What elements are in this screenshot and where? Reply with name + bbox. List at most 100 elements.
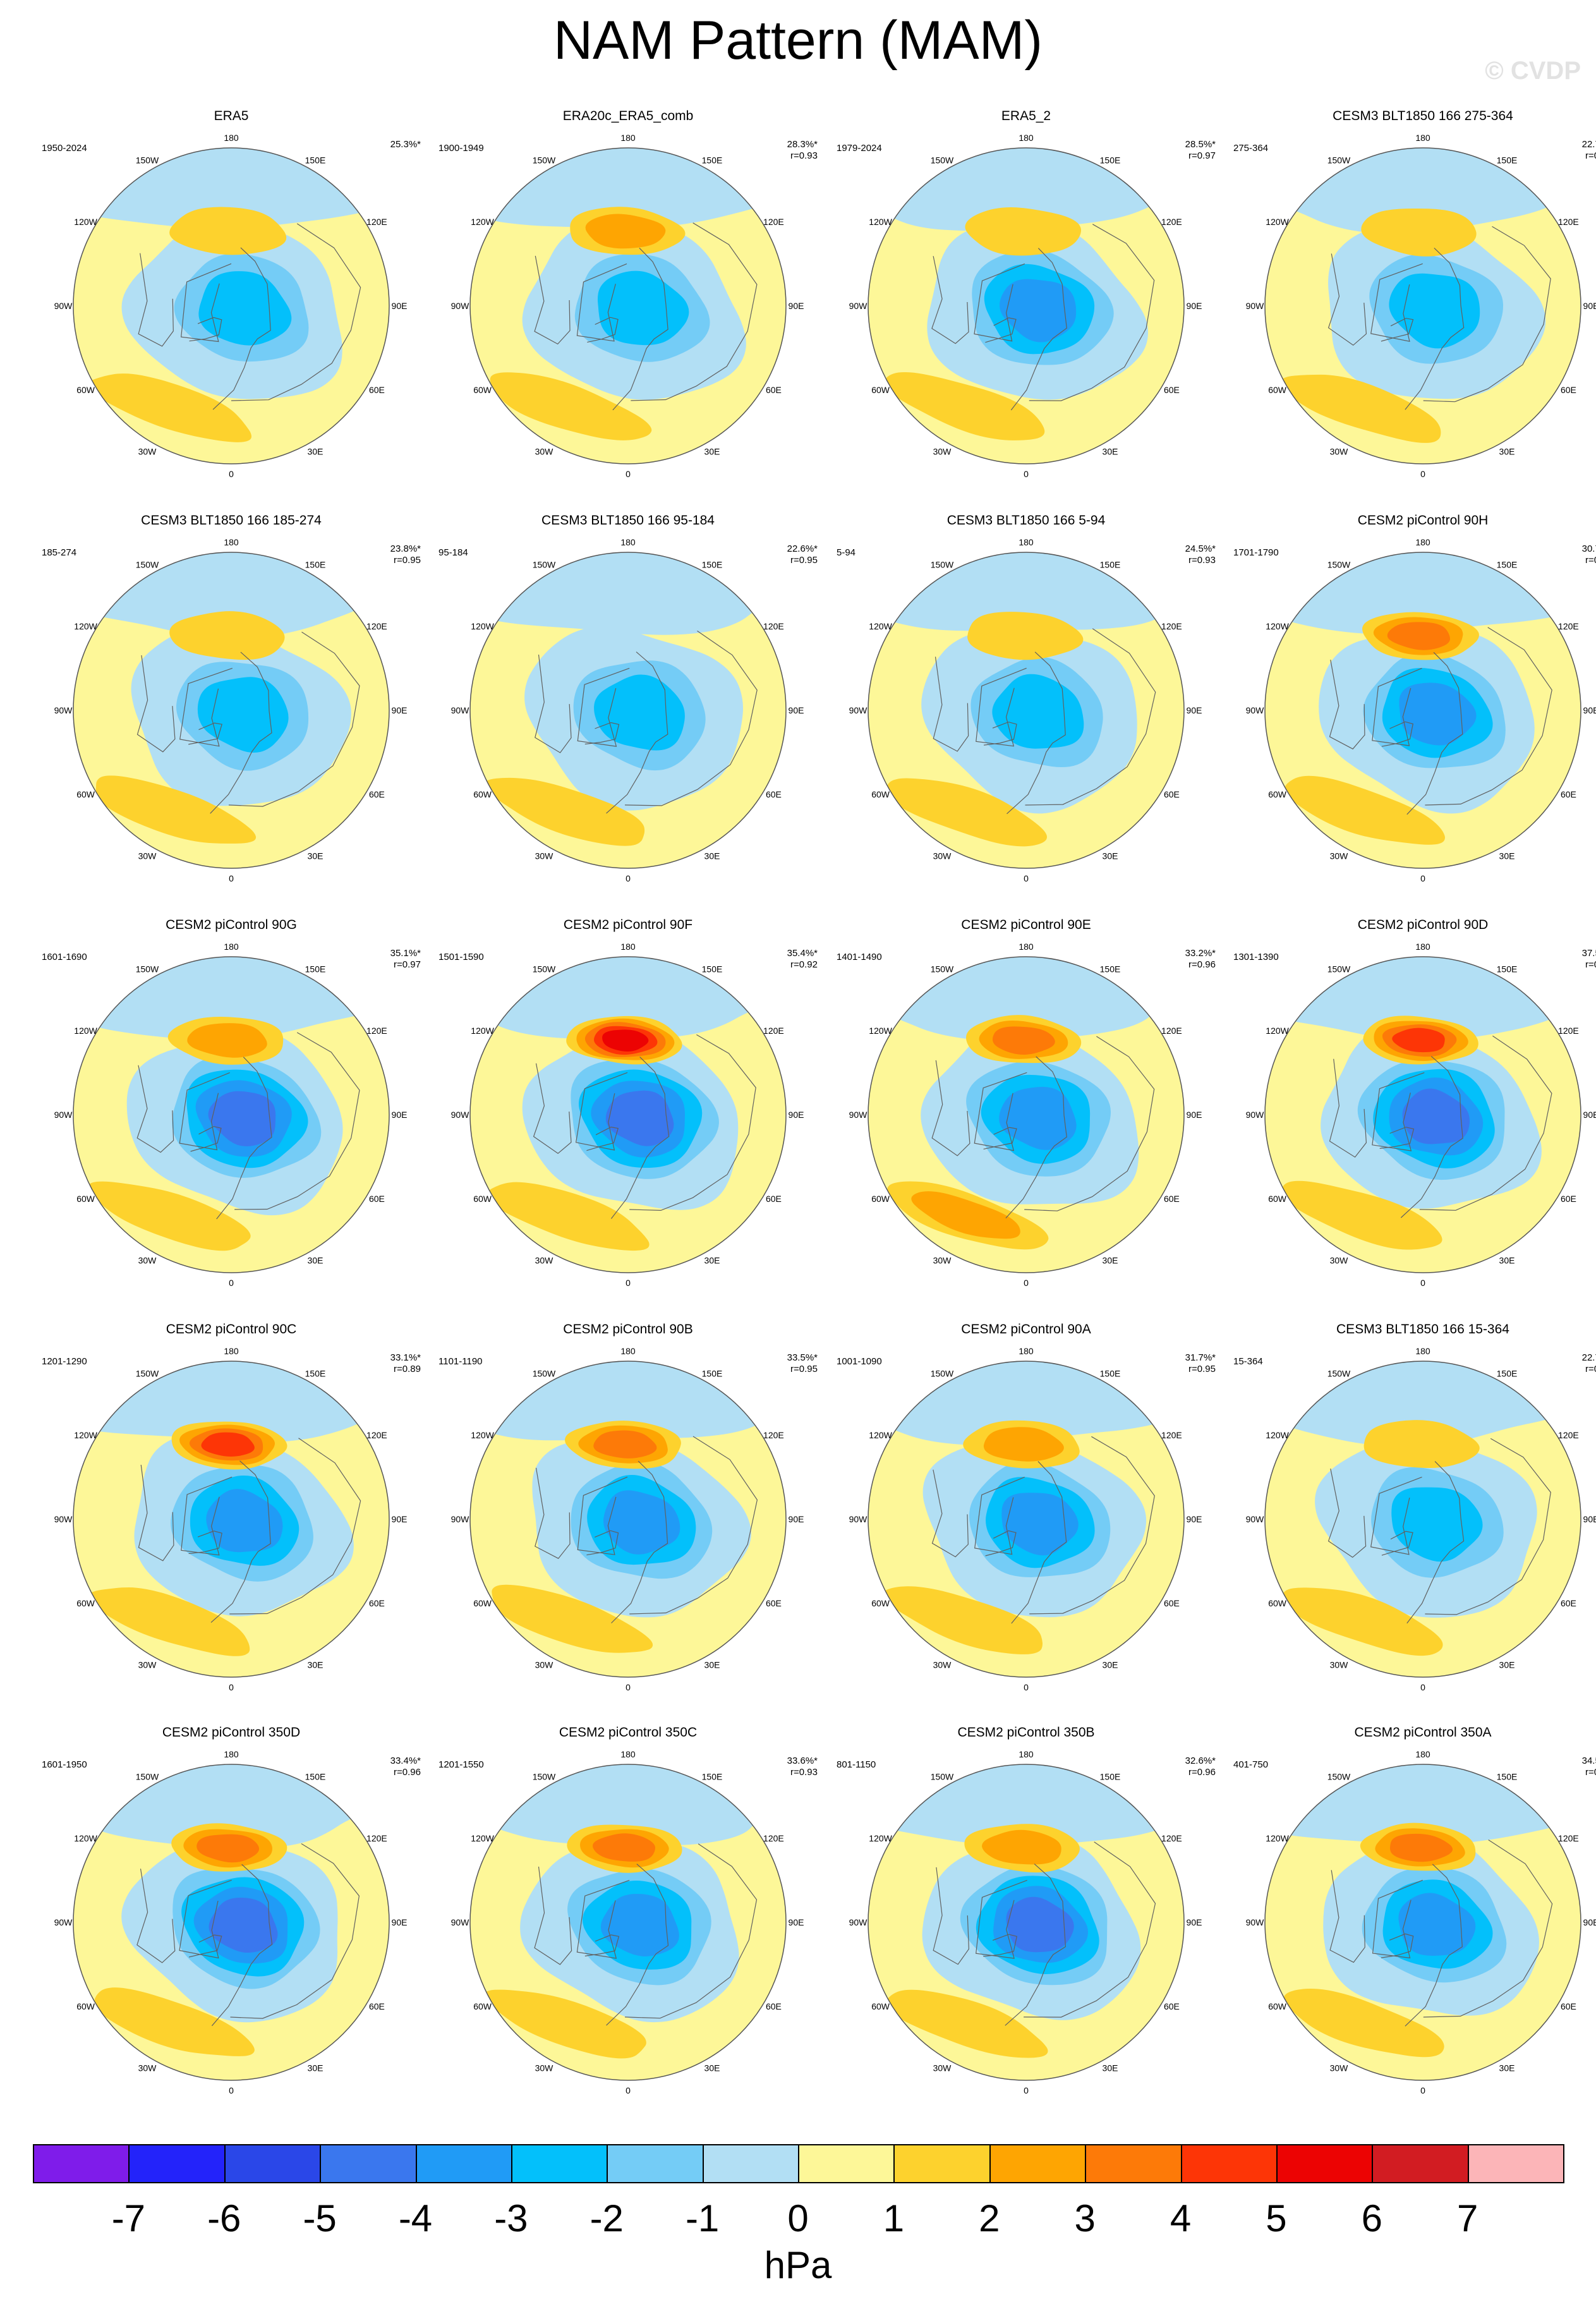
- polar-stereographic-map: 180 150E 120E 90E 60E 30E 0 30W 60W 90W 120W 150W: [451, 133, 804, 479]
- longitude-label: 120W: [471, 1430, 494, 1440]
- map-frame: [469, 956, 787, 1273]
- longitude-label: 90W: [1246, 1514, 1265, 1524]
- colorbar-swatch: [1085, 2144, 1182, 2183]
- contour-fill-positive: [88, 1587, 250, 1656]
- colorbar-swatch: [1467, 2144, 1564, 2183]
- longitude-label: 120E: [366, 1833, 387, 1843]
- longitude-label: 150E: [1497, 155, 1518, 166]
- polar-stereographic-map: 180 150E 120E 90E 60E 30E 0 30W 60W 90W 120W 150W: [54, 537, 408, 883]
- longitude-label: 120E: [1161, 217, 1182, 227]
- longitude-label: 180: [1415, 1346, 1430, 1356]
- longitude-label: 60E: [766, 789, 782, 799]
- panel-pct-variance: 22.7%*: [1581, 1352, 1596, 1363]
- panel-pattern-correlation: r=0.96: [1585, 150, 1596, 161]
- contour-fill-negative: [197, 677, 289, 753]
- longitude-label: 150W: [136, 155, 159, 166]
- longitude-label: 90W: [1246, 705, 1265, 715]
- longitude-label: 150E: [1100, 964, 1121, 974]
- longitude-label: 150W: [931, 1369, 954, 1379]
- contour-fill-positive: [1389, 1833, 1453, 1862]
- longitude-label: 120W: [1266, 1833, 1289, 1843]
- longitude-label: 120W: [869, 1026, 892, 1036]
- panel-pattern-correlation: r=0.95: [394, 555, 421, 566]
- longitude-label: 120W: [869, 217, 892, 227]
- longitude-label: 180: [1415, 1749, 1430, 1759]
- colorbar-tick-label: 3: [1074, 2197, 1096, 2240]
- contour-fill-positive: [1363, 1420, 1480, 1469]
- longitude-label: 120W: [869, 1430, 892, 1440]
- longitude-label: 90E: [392, 705, 408, 715]
- colorbar-swatch: [798, 2144, 895, 2183]
- longitude-label: 60W: [871, 2001, 890, 2011]
- polar-stereographic-map: 180 150E 120E 90E 60E 30E 0 30W 60W 90W 120W 150W: [849, 537, 1202, 883]
- colorbar: [33, 2144, 1564, 2186]
- longitude-label: 30E: [1499, 446, 1515, 456]
- map-panel: CESM3 BLT1850 166 185-274 185-274 23.8%* r=…: [33, 513, 430, 905]
- longitude-label: 90W: [1246, 301, 1265, 311]
- panel-title: ERA20c_ERA5_comb: [562, 109, 694, 123]
- longitude-label: 150W: [136, 1772, 159, 1782]
- longitude-label: 120W: [74, 1430, 97, 1440]
- panel-period: 1601-1690: [42, 952, 87, 962]
- contour-fill-positive: [967, 612, 1084, 660]
- coastline: [983, 1934, 1018, 1957]
- coastline: [188, 1531, 222, 1555]
- contour-fill-positive: [95, 775, 257, 844]
- panel-pattern-correlation: r=0.92: [790, 959, 818, 970]
- coastline: [1419, 1035, 1552, 1211]
- longitude-label: 30W: [535, 446, 554, 456]
- contour-fill-positive: [886, 778, 1048, 847]
- panel-pct-variance: 33.6%*: [787, 1755, 818, 1766]
- panel-pattern-correlation: r=0.89: [394, 1364, 421, 1374]
- longitude-label: 120E: [1558, 621, 1579, 631]
- contour-fill-positive: [993, 1026, 1055, 1055]
- coastline: [1011, 1461, 1067, 1624]
- panel-pct-variance: 30.7%*: [1581, 543, 1596, 554]
- longitude-label: 60W: [1268, 1194, 1287, 1204]
- panel-pct-variance: 33.4%*: [390, 1755, 421, 1766]
- colorbar-tick-label: 4: [1170, 2197, 1192, 2240]
- map-panel: CESM3 BLT1850 166 95-184 95-184 22.6%* r=0.…: [430, 513, 826, 905]
- panel-title: CESM2 piControl 90G: [166, 918, 297, 932]
- longitude-label: 150E: [305, 1772, 326, 1782]
- coastline: [1406, 652, 1463, 815]
- coastline: [534, 1866, 572, 1965]
- colorbar-tick-label: -5: [303, 2197, 337, 2240]
- longitude-label: 90W: [451, 1514, 470, 1524]
- colorbar-tick-label: 0: [787, 2197, 809, 2240]
- contour-fill-positive: [1282, 1180, 1442, 1250]
- longitude-label: 30W: [535, 1255, 554, 1265]
- longitude-label: 120W: [869, 621, 892, 631]
- longitude-label: 30W: [1330, 851, 1349, 861]
- map-panel: ERA5 1950-2024 25.3%* 180 150E 120E 90E 60E 30E 0…: [33, 109, 430, 500]
- longitude-label: 90W: [54, 705, 73, 715]
- panel-explained-variance: 25.3%*: [390, 139, 421, 150]
- panel-explained-variance: 24.5%* r=0.93: [1185, 543, 1216, 566]
- polar-stereographic-map: 180 150E 120E 90E 60E 30E 0 30W 60W 90W 120W 150W: [849, 133, 1202, 479]
- longitude-label: 90W: [54, 301, 73, 311]
- longitude-label: 120E: [1161, 621, 1182, 631]
- panel-title: CESM2 piControl 90A: [961, 1322, 1091, 1337]
- panel-period: 1201-1550: [438, 1759, 484, 1770]
- longitude-label: 150W: [136, 560, 159, 570]
- longitude-label: 150W: [931, 560, 954, 570]
- panel-pct-variance: 33.5%*: [787, 1352, 818, 1363]
- longitude-label: 120W: [471, 621, 494, 631]
- longitude-label: 120E: [366, 1430, 387, 1440]
- longitude-label: 180: [1415, 133, 1430, 143]
- coastline: [1024, 1841, 1156, 2018]
- longitude-label: 30E: [308, 1255, 323, 1265]
- longitude-label: 150E: [305, 964, 326, 974]
- map-frame: [1264, 552, 1581, 869]
- polar-stereographic-map: 180 150E 120E 90E 60E 30E 0 30W 60W 90W 120W 150W: [1246, 133, 1596, 479]
- longitude-label: 90E: [1187, 301, 1202, 311]
- panel-pattern-correlation: r=0.96: [1585, 1364, 1596, 1374]
- panel-pct-variance: 34.5%*: [1581, 1755, 1596, 1766]
- contour-fill-positive: [88, 373, 252, 442]
- polar-stereographic-map: 180 150E 120E 90E 60E 30E 0 30W 60W 90W 120W 150W: [1246, 942, 1596, 1288]
- longitude-label: 120W: [1266, 1430, 1289, 1440]
- polar-stereographic-map: 180 150E 120E 90E 60E 30E 0 30W 60W 90W 120W 150W: [1246, 1346, 1596, 1692]
- panel-period: 1101-1190: [438, 1356, 483, 1367]
- panel-title: CESM2 piControl 350B: [957, 1725, 1095, 1740]
- longitude-label: 180: [620, 133, 636, 143]
